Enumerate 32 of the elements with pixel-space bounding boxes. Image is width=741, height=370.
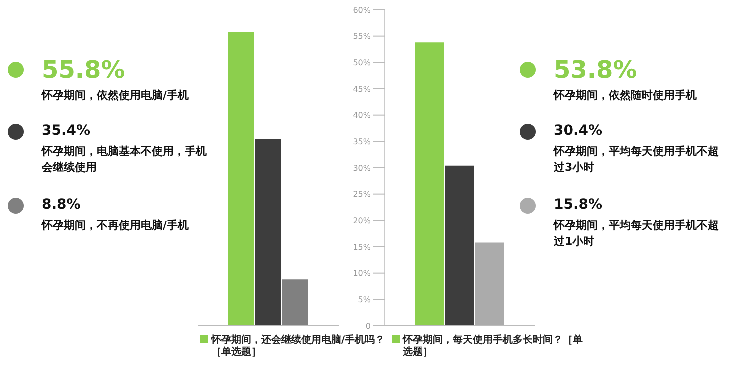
y-tick-label: 60% [353,6,372,15]
annotation: 15.8% [554,196,604,214]
annotation: 怀孕期间，平均每天使用手机不超过1小时 [554,218,720,250]
annotation: 怀孕期间，平均每天使用手机不超过3小时 [554,144,720,176]
x-tick-label: 怀孕期间，还会继续使用电脑/手机吗？［单选题］ [210,334,386,358]
bar [475,242,504,326]
y-tick-label: 25% [353,190,372,200]
y-tick-label: 40% [353,111,372,120]
annotation: 30.4% [554,122,604,140]
text: 怀孕期间，不再使用电脑/手机 [42,218,190,234]
y-tick-label: 45% [353,84,372,94]
bar [255,140,281,326]
y-tick-label: 5% [358,296,372,305]
y-tick-label: 50% [353,58,372,68]
y-tick-label: 20% [353,216,372,226]
text: 35.4% [42,122,92,140]
text: 8.8% [42,196,82,214]
bar [415,42,444,326]
y-tick-label: 30% [353,164,372,173]
bar [445,166,474,326]
y-tick-label: 15% [353,242,372,252]
annotation: 怀孕期间，电脑基本不使用，手机会继续使用 [42,144,208,176]
text: 怀孕期间，依然使用电脑/手机 [42,88,190,104]
y-tick-label: 35% [353,138,372,147]
x-tick-label: 怀孕期间，每天使用手机多长时间？［单选题］ [402,334,583,358]
annotation: 怀孕期间，依然随时使用手机 [554,88,698,104]
y-tick-label: 55% [353,32,372,42]
annotation: 53.8% [554,56,638,84]
y-tick-label: 10% [353,269,372,278]
text: 55.8% [42,56,126,84]
y-tick-label: 0 [366,322,371,331]
bar [282,280,308,326]
